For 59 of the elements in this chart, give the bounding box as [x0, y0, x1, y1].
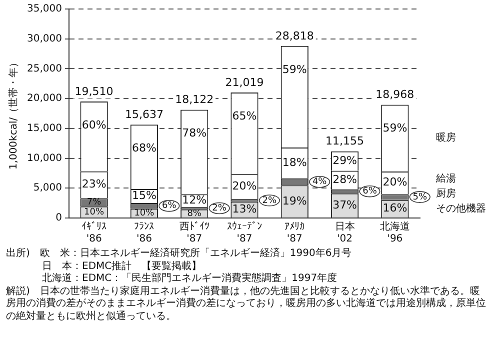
annotation: 10%: [134, 208, 155, 218]
y-tick-label: 0: [56, 212, 62, 224]
annotation: 28%: [332, 172, 358, 186]
total-label: 11,155: [326, 134, 364, 148]
y-tick-label: 20,000: [26, 93, 62, 104]
text: 暖房: [436, 132, 456, 144]
annotation: 78%: [182, 126, 207, 140]
text: その他機器: [436, 202, 486, 214]
annotation: 60%: [82, 118, 106, 132]
text: 解説) 日本の世帯当たり家庭用エネルギー消費量は，他の先進国と比較するとかなり低い水準である。暖房用の消費の差がそのままエネルギー消費の差になっており，暖房用の多い北海道では用途別構成，原単位の絶対量ともに欧州と似通っている。: [6, 286, 487, 323]
annotation: 65%: [232, 109, 257, 122]
x-tick-label: ｽｳｪｰﾃﾞﾝ '87: [226, 220, 262, 245]
annotation: 6%: [162, 201, 177, 212]
x-tick-label: ｲｷﾞﾘｽ '86: [82, 220, 107, 245]
y-axis-title: 1,000kcal/（世帯・年）: [8, 57, 20, 170]
annotation: 29%: [332, 154, 358, 167]
total-label: 28,818: [275, 29, 314, 42]
annotation: 2%: [212, 204, 227, 214]
total-label: 21,019: [225, 76, 264, 89]
annotation: 6%: [362, 186, 378, 197]
annotation: 13%: [232, 202, 257, 216]
annotation: 68%: [132, 141, 156, 154]
annotation: 5%: [412, 192, 428, 202]
total-label: 15,637: [124, 108, 164, 121]
text: 給湯: [435, 172, 456, 184]
annotation: 20%: [382, 176, 408, 189]
text: 北海道：EDMC：「民生部門エネルギー消費実態調査」1997年度: [41, 273, 338, 286]
total-label: 18,122: [175, 93, 214, 106]
annotation: 4%: [312, 177, 328, 188]
y-tick-label: 35,000: [26, 4, 62, 15]
total-label: 19,510: [74, 84, 114, 98]
y-tick-label: 30,000: [26, 33, 62, 44]
x-tick-label: ﾌﾗﾝｽ '86: [134, 222, 154, 245]
x-tick-label: 北海道 '96: [380, 220, 410, 245]
text: 出所) 欧 米：日本エネルギー経済研究所「エネルギー経済」1990年6月号: [6, 248, 353, 260]
text: 日 本：EDMC推計 【要覧掲載】: [41, 260, 203, 272]
y-tick-label: 5,000: [33, 182, 62, 194]
x-tick-label: 日本 '02: [334, 220, 355, 245]
text: 厨房: [436, 187, 456, 200]
annotation: 18%: [282, 156, 307, 169]
y-tick-label: 10,000: [26, 152, 62, 164]
total-label: 18,968: [376, 88, 414, 102]
annotation: 7%: [86, 198, 102, 208]
annotation: 16%: [382, 202, 408, 215]
x-tick-label: ｱﾒﾘｶ '87: [284, 222, 305, 245]
x-tick-label: 西ﾄﾞｲﾂ '87: [179, 220, 210, 245]
annotation: 2%: [262, 196, 278, 206]
annotation: 15%: [132, 188, 156, 202]
annotation: 59%: [282, 62, 307, 76]
annotation: 8%: [187, 208, 202, 219]
annotation: 12%: [182, 194, 207, 207]
annotation: 23%: [82, 178, 106, 191]
annotation: 20%: [232, 179, 257, 192]
annotation: 10%: [84, 207, 105, 218]
y-tick-label: 15,000: [26, 123, 62, 134]
y-tick-label: 25,000: [26, 63, 62, 74]
annotation: 59%: [382, 122, 408, 135]
annotation: 19%: [282, 194, 307, 208]
annotation: 37%: [332, 198, 358, 212]
